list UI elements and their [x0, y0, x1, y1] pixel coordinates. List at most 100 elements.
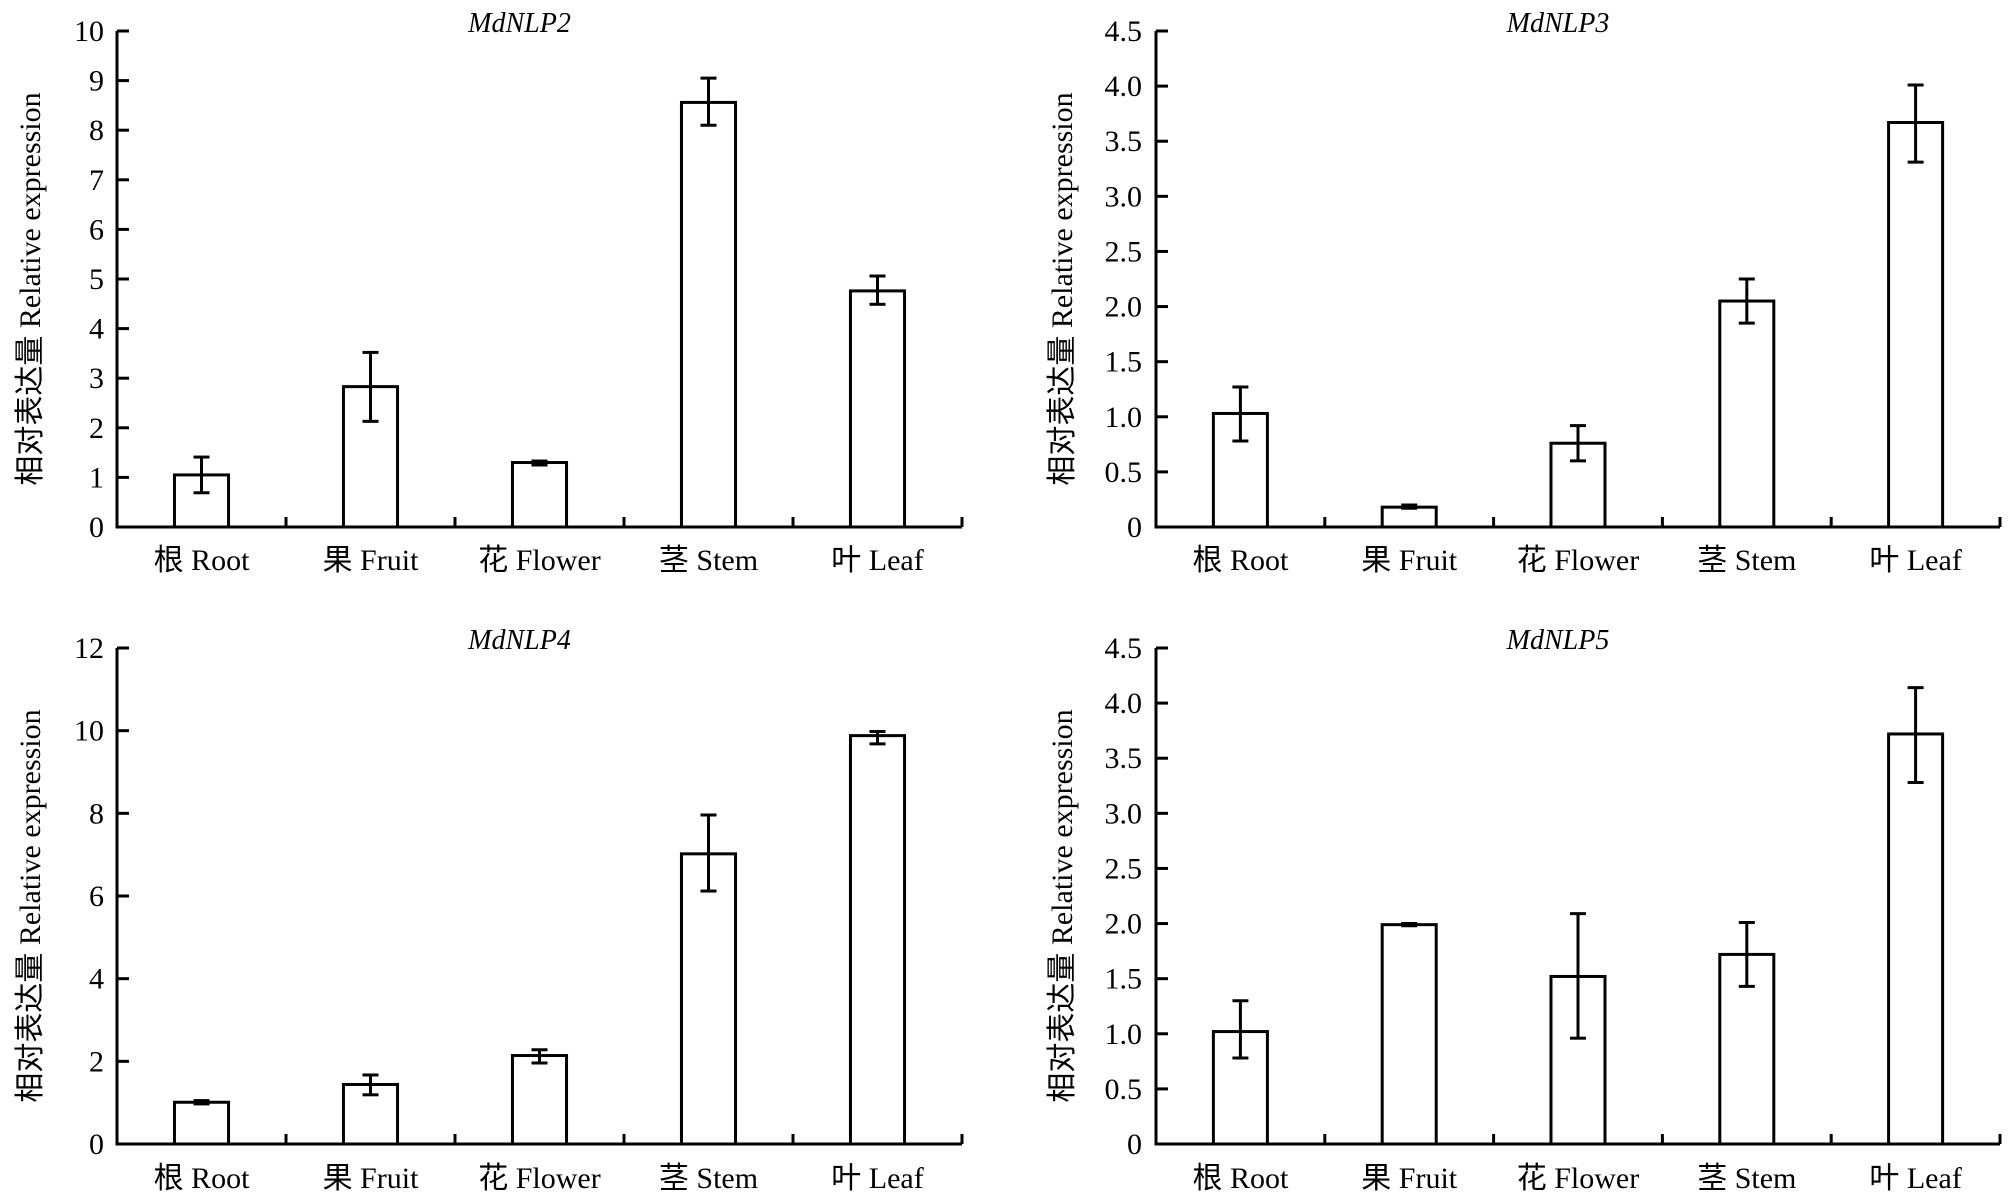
error-bar-4: [869, 729, 886, 746]
y-tick-label: 6: [89, 213, 104, 246]
bar-2: [510, 1054, 569, 1146]
y-axis-label: 相对表达量 Relative expression: [1046, 709, 1079, 1102]
y-tick-label: 1: [89, 461, 104, 494]
y-tick-label: 0: [89, 1128, 104, 1161]
x-tick-label: 根 Root: [154, 544, 251, 577]
y-tick-label: 0.5: [1105, 456, 1143, 489]
bar-1: [1380, 505, 1438, 529]
y-tick-label: 3.0: [1105, 180, 1143, 213]
error-bar-1: [362, 1073, 379, 1097]
chart-panel-mdnlp3: MdNLP3 相对表达量 Relative expression 0 0.5 1.0 1.…: [1046, 8, 2002, 577]
y-tick-label: 10: [74, 15, 104, 48]
x-tick-label: 果 Fruit: [1361, 544, 1458, 577]
x-tick-label: 果 Fruit: [323, 1162, 420, 1195]
x-tick-label: 叶 Leaf: [1869, 544, 1961, 577]
chart-title: MdNLP2: [467, 8, 571, 39]
bar-3: [1718, 299, 1776, 529]
chart-panel-mdnlp4: MdNLP4 相对表达量 Relative expression 0 2 4 6 8 10 12…: [14, 625, 964, 1195]
x-tick-label: 叶 Leaf: [1869, 1162, 1961, 1195]
error-bar-1: [1401, 503, 1418, 510]
bar-1: [1380, 923, 1438, 1146]
x-tick-label: 茎 Stem: [659, 1162, 758, 1195]
error-bar-4: [1907, 686, 1924, 784]
x-tick-label: 茎 Stem: [1697, 544, 1796, 577]
error-bar-0: [1232, 385, 1249, 443]
y-tick-label: 10: [74, 715, 104, 748]
x-tick-label: 茎 Stem: [1697, 1162, 1796, 1195]
error-bar-1: [362, 350, 379, 423]
y-tick-label: 2.0: [1105, 291, 1143, 324]
y-tick-label: 3.5: [1105, 742, 1143, 775]
y-tick-label: 4: [89, 313, 104, 346]
error-bar-3: [700, 76, 717, 127]
y-tick-label: 1.0: [1105, 401, 1143, 434]
error-bar-0: [193, 1099, 210, 1106]
y-tick-label: 1.5: [1105, 963, 1143, 996]
error-bar-1: [1401, 922, 1418, 928]
error-bar-4: [1907, 83, 1924, 164]
y-axis-label: 相对表达量 Relative expression: [1046, 92, 1079, 485]
x-tick-label: 果 Fruit: [323, 544, 420, 577]
y-tick-label: 4.0: [1105, 687, 1143, 720]
y-tick-label: 2: [89, 412, 104, 445]
bar-4: [1887, 732, 1945, 1146]
error-bar-3: [1738, 277, 1755, 325]
bar-4: [848, 289, 907, 529]
y-tick-label: 3: [89, 362, 104, 395]
x-tick-label: 花 Flower: [478, 544, 601, 577]
y-tick-label: 12: [74, 632, 104, 665]
error-bar-4: [869, 274, 886, 306]
y-tick-label: 9: [89, 65, 104, 98]
x-tick-label: 花 Flower: [1517, 544, 1640, 577]
y-tick-label: 2.0: [1105, 908, 1143, 941]
y-axis-label: 相对表达量 Relative expression: [14, 709, 47, 1102]
bar-3: [679, 852, 738, 1146]
y-tick-label: 4.5: [1105, 15, 1143, 48]
error-bar-2: [531, 1048, 548, 1065]
y-tick-label: 3.0: [1105, 797, 1143, 830]
y-tick-label: 2.5: [1105, 852, 1143, 885]
y-tick-label: 1.5: [1105, 346, 1143, 379]
error-bar-3: [700, 813, 717, 893]
x-tick-label: 花 Flower: [1517, 1162, 1640, 1195]
x-tick-label: 叶 Leaf: [831, 1162, 923, 1195]
error-bar-0: [193, 455, 210, 495]
y-tick-label: 6: [89, 880, 104, 913]
y-tick-label: 2.5: [1105, 235, 1143, 268]
y-tick-label: 2: [89, 1045, 104, 1078]
y-tick-label: 1.0: [1105, 1018, 1143, 1051]
chart-panel-mdnlp2: MdNLP2 相对表达量 Relative expression 0 1 2 3 4 5 6 7 8…: [14, 8, 964, 577]
y-tick-label: 8: [89, 797, 104, 830]
x-tick-label: 根 Root: [1192, 544, 1289, 577]
bar-0: [172, 1100, 231, 1146]
y-tick-label: 4: [89, 963, 104, 996]
error-bar-2: [1570, 912, 1586, 1040]
y-tick-label: 0: [89, 511, 104, 544]
chart-title: MdNLP5: [1506, 625, 1610, 656]
error-bar-0: [1232, 999, 1249, 1060]
y-tick-label: 4.5: [1105, 632, 1143, 665]
chart-title: MdNLP3: [1506, 8, 1610, 39]
y-axis-label: 相对表达量 Relative expression: [14, 92, 47, 485]
x-tick-label: 根 Root: [154, 1162, 251, 1195]
bar-4: [848, 734, 907, 1146]
x-tick-label: 花 Flower: [478, 1162, 601, 1195]
y-tick-label: 3.5: [1105, 125, 1143, 158]
x-tick-label: 叶 Leaf: [831, 544, 923, 577]
error-bar-2: [531, 459, 548, 467]
bar-2: [510, 461, 569, 529]
x-tick-label: 茎 Stem: [659, 544, 758, 577]
error-bar-3: [1738, 920, 1755, 988]
bar-3: [679, 100, 738, 529]
y-tick-label: 0: [1127, 511, 1142, 544]
y-tick-label: 4.0: [1105, 70, 1143, 103]
y-tick-label: 8: [89, 114, 104, 147]
x-tick-label: 果 Fruit: [1361, 1162, 1458, 1195]
y-tick-label: 0: [1127, 1128, 1142, 1161]
error-bar-2: [1570, 424, 1586, 463]
y-tick-label: 5: [89, 263, 104, 296]
chart-title: MdNLP4: [467, 625, 571, 656]
bar-4: [1887, 120, 1945, 529]
chart-panel-mdnlp5: MdNLP5 相对表达量 Relative expression 0 0.5 1.0 1.…: [1046, 625, 2002, 1195]
